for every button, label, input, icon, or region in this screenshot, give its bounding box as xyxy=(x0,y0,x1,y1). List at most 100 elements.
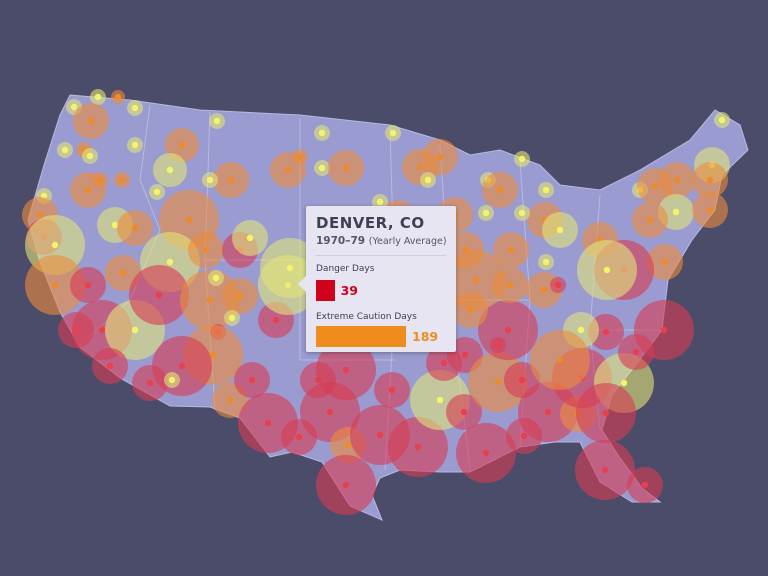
city-dot[interactable] xyxy=(114,93,122,101)
city-dot[interactable] xyxy=(376,431,384,439)
city-dot[interactable] xyxy=(246,234,254,242)
city-dot[interactable] xyxy=(51,241,59,249)
city-dot[interactable] xyxy=(96,176,104,184)
city-dot[interactable] xyxy=(178,362,186,370)
city-dot[interactable] xyxy=(342,366,350,374)
city-dot[interactable] xyxy=(84,281,92,289)
city-dot[interactable] xyxy=(554,281,562,289)
city-dot[interactable] xyxy=(507,246,515,254)
city-dot[interactable] xyxy=(206,296,214,304)
city-dot[interactable] xyxy=(603,266,611,274)
city-dot[interactable] xyxy=(620,379,628,387)
city-dot[interactable] xyxy=(577,326,585,334)
city-dot[interactable] xyxy=(466,306,474,314)
city-dot[interactable] xyxy=(518,209,526,217)
city-dot[interactable] xyxy=(213,117,221,125)
city-dot[interactable] xyxy=(318,164,326,172)
city-dot[interactable] xyxy=(98,326,106,334)
city-dot[interactable] xyxy=(212,274,220,282)
city-dot[interactable] xyxy=(601,466,609,474)
city-dot[interactable] xyxy=(284,166,292,174)
city-dot[interactable] xyxy=(482,209,490,217)
city-dot[interactable] xyxy=(146,379,154,387)
city-dot[interactable] xyxy=(286,264,294,272)
city-dot[interactable] xyxy=(155,291,163,299)
city-dot[interactable] xyxy=(556,226,564,234)
city-dot[interactable] xyxy=(496,186,504,194)
city-dot[interactable] xyxy=(248,376,256,384)
city-dot[interactable] xyxy=(118,176,126,184)
city-dot[interactable] xyxy=(416,163,424,171)
city-dot[interactable] xyxy=(376,198,384,206)
city-dot[interactable] xyxy=(119,269,127,277)
city-dot[interactable] xyxy=(706,206,714,214)
city-dot[interactable] xyxy=(602,328,610,336)
city-dot[interactable] xyxy=(506,281,514,289)
city-dot[interactable] xyxy=(131,104,139,112)
city-dot[interactable] xyxy=(295,433,303,441)
city-dot[interactable] xyxy=(153,188,161,196)
city-dot[interactable] xyxy=(424,176,432,184)
city-dot[interactable] xyxy=(61,146,69,154)
city-dot[interactable] xyxy=(520,432,528,440)
city-dot[interactable] xyxy=(436,396,444,404)
city-dot[interactable] xyxy=(168,376,176,384)
city-dot[interactable] xyxy=(86,152,94,160)
city-dot[interactable] xyxy=(209,351,217,359)
city-dot[interactable] xyxy=(494,378,502,386)
city-dot[interactable] xyxy=(84,186,92,194)
city-dot[interactable] xyxy=(661,258,669,266)
city-dot[interactable] xyxy=(389,129,397,137)
city-dot[interactable] xyxy=(131,326,139,334)
city-dot[interactable] xyxy=(414,443,422,451)
city-dot[interactable] xyxy=(472,276,480,284)
city-dot[interactable] xyxy=(228,314,236,322)
city-dot[interactable] xyxy=(342,481,350,489)
city-dot[interactable] xyxy=(540,286,548,294)
city-dot[interactable] xyxy=(51,281,59,289)
city-dot[interactable] xyxy=(632,348,640,356)
city-dot[interactable] xyxy=(296,153,304,161)
city-dot[interactable] xyxy=(36,211,44,219)
city-dot[interactable] xyxy=(326,408,334,416)
city-dot[interactable] xyxy=(87,117,95,125)
city-dot[interactable] xyxy=(344,441,352,449)
city-dot[interactable] xyxy=(518,376,526,384)
city-dot[interactable] xyxy=(131,141,139,149)
city-dot[interactable] xyxy=(460,408,468,416)
city-dot[interactable] xyxy=(672,208,680,216)
city-dot[interactable] xyxy=(542,258,550,266)
city-dot[interactable] xyxy=(166,166,174,174)
city-dot[interactable] xyxy=(227,176,235,184)
city-dot[interactable] xyxy=(641,481,649,489)
city-dot[interactable] xyxy=(318,129,326,137)
city-dot[interactable] xyxy=(388,386,396,394)
city-dot[interactable] xyxy=(264,419,272,427)
city-dot[interactable] xyxy=(166,258,174,266)
city-dot[interactable] xyxy=(518,155,526,163)
city-dot[interactable] xyxy=(72,326,80,334)
city-dot[interactable] xyxy=(494,341,502,349)
city-dot[interactable] xyxy=(131,224,139,232)
city-dot[interactable] xyxy=(646,216,654,224)
city-dot[interactable] xyxy=(718,116,726,124)
city-dot[interactable] xyxy=(544,408,552,416)
city-dot[interactable] xyxy=(440,359,448,367)
city-dot[interactable] xyxy=(342,164,350,172)
city-dot[interactable] xyxy=(94,93,102,101)
city-dot[interactable] xyxy=(504,326,512,334)
city-dot[interactable] xyxy=(111,221,119,229)
city-dot[interactable] xyxy=(236,292,244,300)
city-dot[interactable] xyxy=(70,103,78,111)
city-dot[interactable] xyxy=(462,246,470,254)
city-dot[interactable] xyxy=(202,246,210,254)
city-dot[interactable] xyxy=(542,186,550,194)
city-dot[interactable] xyxy=(602,409,610,417)
city-dot[interactable] xyxy=(673,176,681,184)
city-dot[interactable] xyxy=(651,182,659,190)
city-dot[interactable] xyxy=(436,153,444,161)
city-dot[interactable] xyxy=(206,176,214,184)
city-dot[interactable] xyxy=(556,356,564,364)
city-dot[interactable] xyxy=(482,449,490,457)
city-dot[interactable] xyxy=(185,216,193,224)
